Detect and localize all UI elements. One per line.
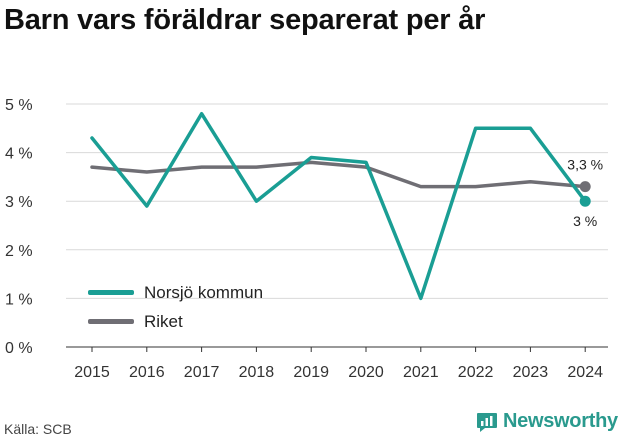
x-tick-label: 2024 — [567, 364, 603, 381]
y-tick-label: 5 % — [5, 97, 33, 114]
x-tick-label: 2018 — [239, 364, 275, 381]
x-tick-label: 2019 — [293, 364, 329, 381]
legend-swatch-riket — [88, 319, 134, 324]
legend-label-norsjo: Norsjö kommun — [144, 282, 264, 302]
chat-bar-icon — [477, 412, 497, 432]
x-tick-label: 2015 — [74, 364, 110, 381]
y-tick-label: 1 % — [5, 291, 33, 308]
x-tick-label: 2020 — [348, 364, 384, 381]
legend-item-norsjo: Norsjö kommun — [88, 278, 263, 307]
x-tick-label: 2017 — [184, 364, 220, 381]
y-tick-label: 2 % — [5, 243, 33, 260]
x-tick-label: 2022 — [458, 364, 494, 381]
y-tick-label: 3 % — [5, 194, 33, 211]
end-marker-riket — [579, 181, 591, 193]
newsworthy-logo[interactable]: Newsworthy — [476, 410, 618, 433]
x-tick-label: 2023 — [513, 364, 549, 381]
x-tick-label: 2016 — [129, 364, 165, 381]
source-note: Källa: SCB — [4, 421, 72, 437]
legend-swatch-norsjo — [88, 290, 134, 295]
legend: Norsjö kommun Riket — [88, 278, 263, 336]
brand-name: Newsworthy — [503, 410, 618, 432]
series-line-riket — [90, 160, 587, 189]
end-marker-norsjo — [579, 195, 591, 207]
series-line-norsjo — [90, 111, 587, 301]
legend-label-riket: Riket — [144, 311, 183, 331]
y-tick-label: 0 % — [5, 340, 33, 357]
legend-item-riket: Riket — [88, 307, 263, 336]
x-tick-label: 2021 — [403, 364, 439, 381]
chart-title: Barn vars föräldrar separerat per år — [4, 4, 486, 36]
data-label-riket: 3,3 % — [567, 157, 603, 173]
data-label-norsjo: 3 % — [573, 213, 597, 229]
y-tick-label: 4 % — [5, 146, 33, 163]
